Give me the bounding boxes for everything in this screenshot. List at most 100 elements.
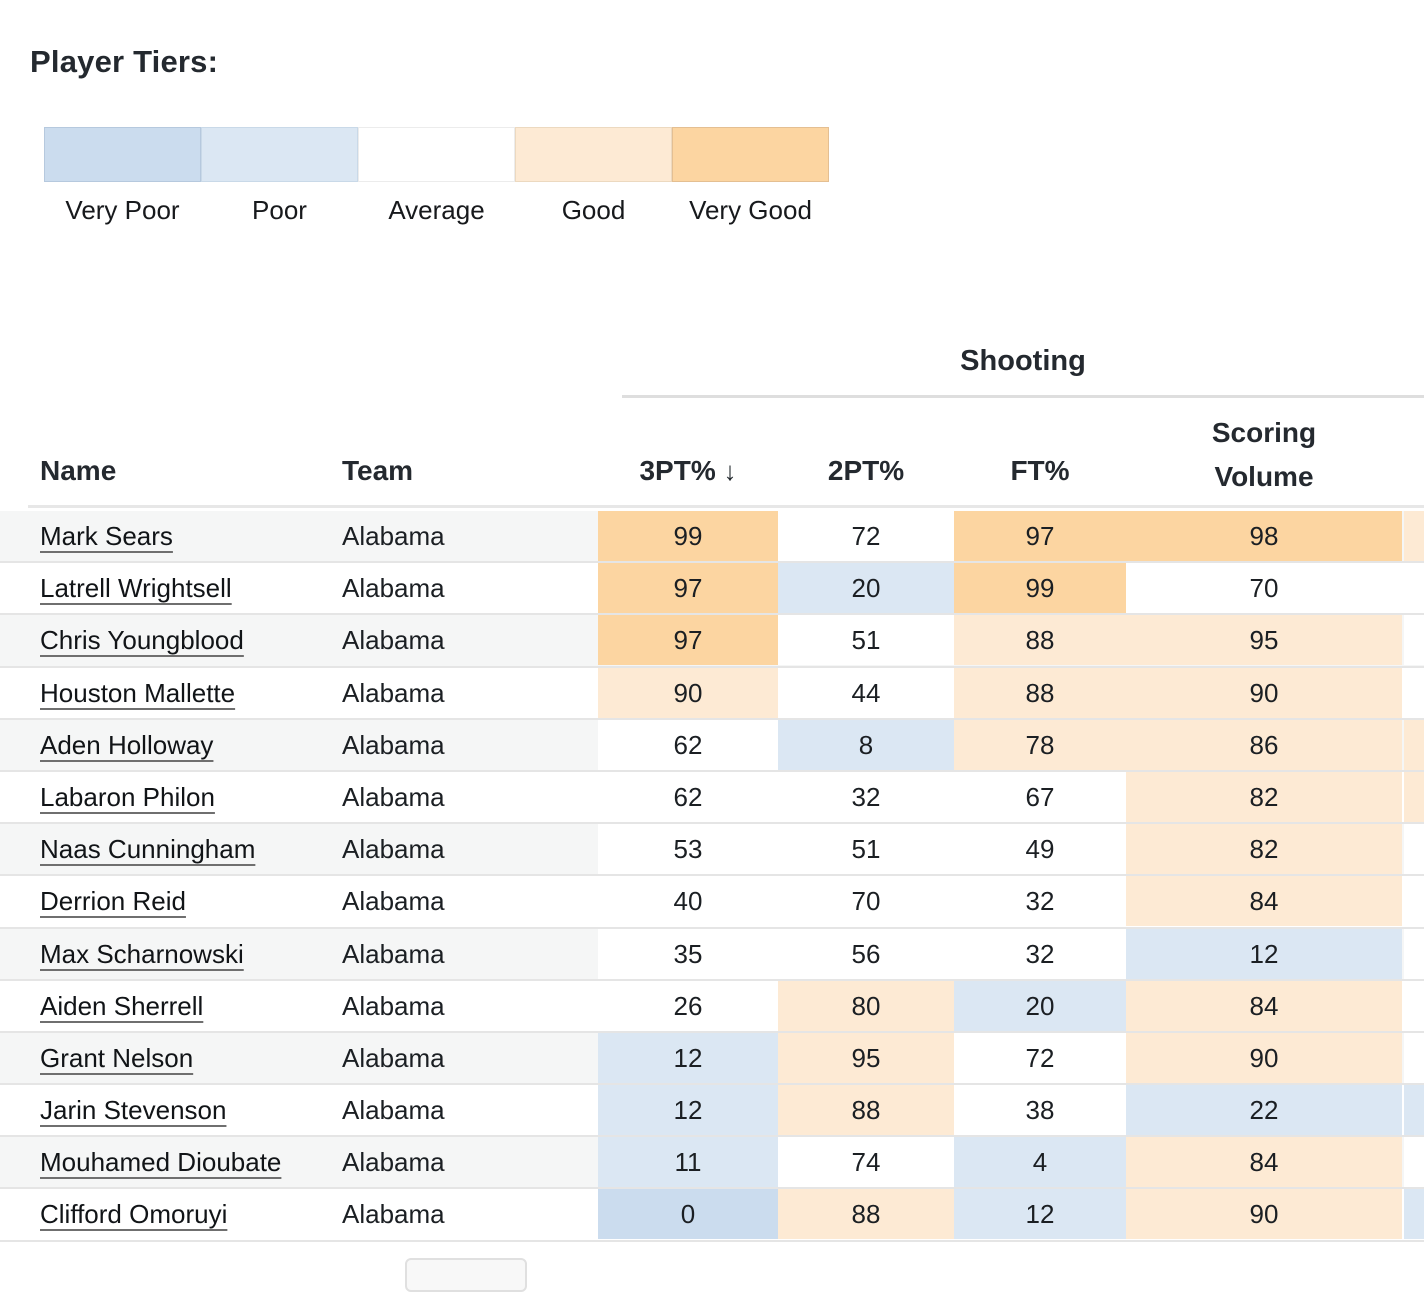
table-row: Naas Cunningham Alabama 53 51 49 82 (0, 824, 1424, 877)
team-cell: Alabama (342, 886, 445, 917)
table-row: Clifford Omoruyi Alabama 0 88 12 90 (0, 1189, 1424, 1242)
pt3-stat-cell: 0 (598, 1189, 778, 1240)
player-name-link[interactable]: Mark Sears (40, 521, 173, 551)
pt2-stat-cell: 8 (778, 719, 954, 770)
player-name-cell: Labaron Philon (40, 772, 215, 822)
column-header-team[interactable]: Team (342, 455, 414, 486)
cutoff-stat-cell (1404, 511, 1424, 561)
pt3-stat-cell: 53 (598, 824, 778, 875)
pt3-stat-cell: 11 (598, 1137, 778, 1188)
player-name-link[interactable]: Latrell Wrightsell (40, 573, 232, 604)
tier-label-good: Good (561, 195, 626, 225)
table-row: Jarin Stevenson Alabama 12 88 38 22 (0, 1085, 1424, 1138)
sv-stat-cell: 84 (1126, 876, 1402, 927)
pt3-stat-cell: 62 (598, 771, 778, 822)
column-header-ft[interactable]: FT% (1010, 455, 1070, 486)
player-name-link[interactable]: Aiden Sherrell (40, 990, 204, 1021)
pt2-stat-cell: 74 (778, 1137, 954, 1188)
ft-stat-cell: 32 (954, 876, 1126, 927)
player-name-link[interactable]: Labaron Philon (40, 781, 215, 812)
sv-stat-cell: 12 (1126, 928, 1402, 979)
player-name-cell: Aden Holloway (40, 720, 213, 770)
table-row: Chris Youngblood Alabama 97 51 88 95 (0, 615, 1424, 668)
cutoff-stat-cell (1404, 980, 1424, 1031)
sv-stat-cell: 70 (1126, 563, 1402, 614)
sv-stat-cell: 82 (1126, 824, 1402, 875)
team-cell: Alabama (342, 625, 445, 656)
tier-swatch-average (358, 127, 515, 182)
player-name-link[interactable]: Clifford Omoruyi (40, 1199, 228, 1230)
team-cell: Alabama (342, 781, 445, 812)
table-row: Latrell Wrightsell Alabama 97 20 99 70 (0, 563, 1424, 616)
tier-label-poor: Poor (252, 195, 307, 225)
tier-legend-swatches (44, 127, 834, 182)
tier-label-very_poor: Very Poor (65, 195, 180, 225)
player-name-link[interactable]: Jarin Stevenson (40, 1095, 227, 1126)
pt3-stat-cell: 35 (598, 928, 778, 979)
player-table-body: Mark Sears Alabama 99 72 97 98 Latrell Wrights… (0, 511, 1424, 1242)
pt2-stat-cell: 44 (778, 667, 954, 718)
player-name-link[interactable]: Max Scharnowski (40, 938, 244, 969)
column-header-scoring-volume-line2: Volume (1214, 461, 1314, 492)
cutoff-stat-cell (1404, 719, 1424, 770)
column-header-scoring-volume-line1: Scoring (1211, 417, 1317, 448)
ft-stat-cell: 78 (954, 719, 1126, 770)
header-bottom-border (28, 505, 1424, 508)
player-name-link[interactable]: Naas Cunningham (40, 834, 256, 865)
team-cell: Alabama (342, 1095, 445, 1126)
player-name-link[interactable]: Chris Youngblood (40, 625, 244, 656)
cutoff-stat-cell (1404, 1137, 1424, 1188)
ft-stat-cell: 38 (954, 1085, 1126, 1136)
cutoff-footer-button[interactable] (405, 1258, 527, 1292)
sv-stat-cell: 84 (1126, 980, 1402, 1031)
player-name-link[interactable]: Houston Mallette (40, 677, 236, 708)
player-name-cell: Aiden Sherrell (40, 981, 203, 1031)
pt2-stat-cell: 51 (778, 615, 954, 666)
team-cell: Alabama (342, 677, 445, 708)
player-name-link[interactable]: Derrion Reid (40, 886, 186, 917)
player-name-cell: Naas Cunningham (40, 824, 255, 874)
cutoff-stat-cell (1404, 1085, 1424, 1136)
pt3-stat-cell: 99 (598, 511, 778, 561)
sv-stat-cell: 22 (1126, 1085, 1402, 1136)
sort-descending-icon: ↓ (723, 456, 737, 486)
cutoff-stat-cell (1404, 667, 1424, 718)
player-name-cell: Derrion Reid (40, 876, 186, 926)
team-cell: Alabama (342, 521, 445, 551)
cutoff-stat-cell (1404, 1032, 1424, 1083)
table-row: Mark Sears Alabama 99 72 97 98 (0, 511, 1424, 564)
pt2-stat-cell: 95 (778, 1032, 954, 1083)
ft-stat-cell: 4 (954, 1137, 1126, 1188)
cutoff-stat-cell (1404, 1189, 1424, 1240)
player-name-link[interactable]: Grant Nelson (40, 1042, 194, 1073)
column-header-name[interactable]: Name (40, 455, 117, 486)
table-row: Labaron Philon Alabama 62 32 67 82 (0, 771, 1424, 825)
ft-stat-cell: 88 (954, 667, 1126, 718)
pt2-stat-cell: 32 (778, 771, 954, 822)
team-cell: Alabama (342, 729, 445, 760)
player-name-link[interactable]: Mouhamed Dioubate (40, 1147, 282, 1178)
ft-stat-cell: 12 (954, 1189, 1126, 1240)
pt3-stat-cell: 90 (598, 667, 778, 718)
player-name-link[interactable]: Aden Holloway (40, 729, 214, 760)
sv-stat-cell: 90 (1126, 1189, 1402, 1240)
cutoff-stat-cell (1404, 563, 1424, 614)
table-row: Grant Nelson Alabama 12 95 72 90 (0, 1032, 1424, 1086)
player-name-cell: Max Scharnowski (40, 929, 244, 979)
cutoff-stat-cell (1404, 615, 1424, 666)
cutoff-stat-cell (1404, 928, 1424, 979)
tier-label-very_good: Very Good (689, 195, 812, 225)
ft-stat-cell: 97 (954, 511, 1126, 561)
column-header-3pt[interactable]: 3PT% ↓ (598, 455, 778, 487)
pt3-stat-cell: 97 (598, 563, 778, 614)
table-row: Aiden Sherrell Alabama 26 80 20 84 (0, 980, 1424, 1033)
table-row: Derrion Reid Alabama 40 70 32 84 (0, 876, 1424, 929)
ft-stat-cell: 32 (954, 928, 1126, 979)
pt3-stat-cell: 12 (598, 1085, 778, 1136)
column-header-scoring-volume[interactable]: Scoring Volume (1126, 411, 1402, 499)
player-name-cell: Mouhamed Dioubate (40, 1137, 281, 1187)
sv-stat-cell: 98 (1126, 511, 1402, 561)
column-header-2pt[interactable]: 2PT% (827, 455, 905, 486)
team-cell: Alabama (342, 1042, 445, 1073)
pt2-stat-cell: 51 (778, 824, 954, 875)
